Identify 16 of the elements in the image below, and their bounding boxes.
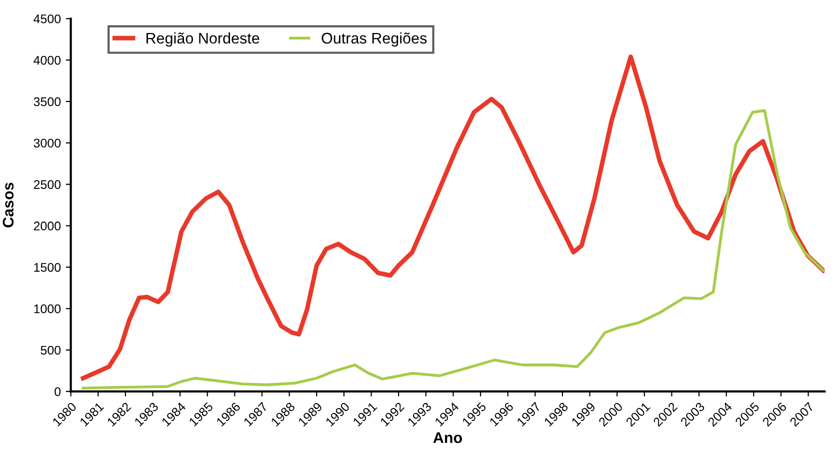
legend-label: Outras Regiões [322, 32, 427, 47]
line-series [82, 109, 825, 390]
legend-label: Região Nordeste [146, 32, 260, 47]
y-tick-label: 2500 [34, 180, 61, 189]
x-axis-title: Ano [433, 432, 462, 444]
y-tick-label: 4000 [34, 56, 61, 65]
y-tick-label: 1500 [34, 262, 61, 272]
y-tick-label: 3000 [34, 138, 61, 148]
y-tick-label: 3500 [34, 97, 61, 106]
y-tick-label: 0 [54, 387, 61, 396]
y-tick-label: 4500 [34, 14, 61, 24]
line-series [80, 54, 825, 380]
y-axis-title: Casos [2, 182, 14, 228]
y-tick-label: 2000 [34, 222, 61, 230]
y-tick-label: 1000 [34, 304, 61, 314]
y-tick-label: 500 [40, 346, 61, 355]
